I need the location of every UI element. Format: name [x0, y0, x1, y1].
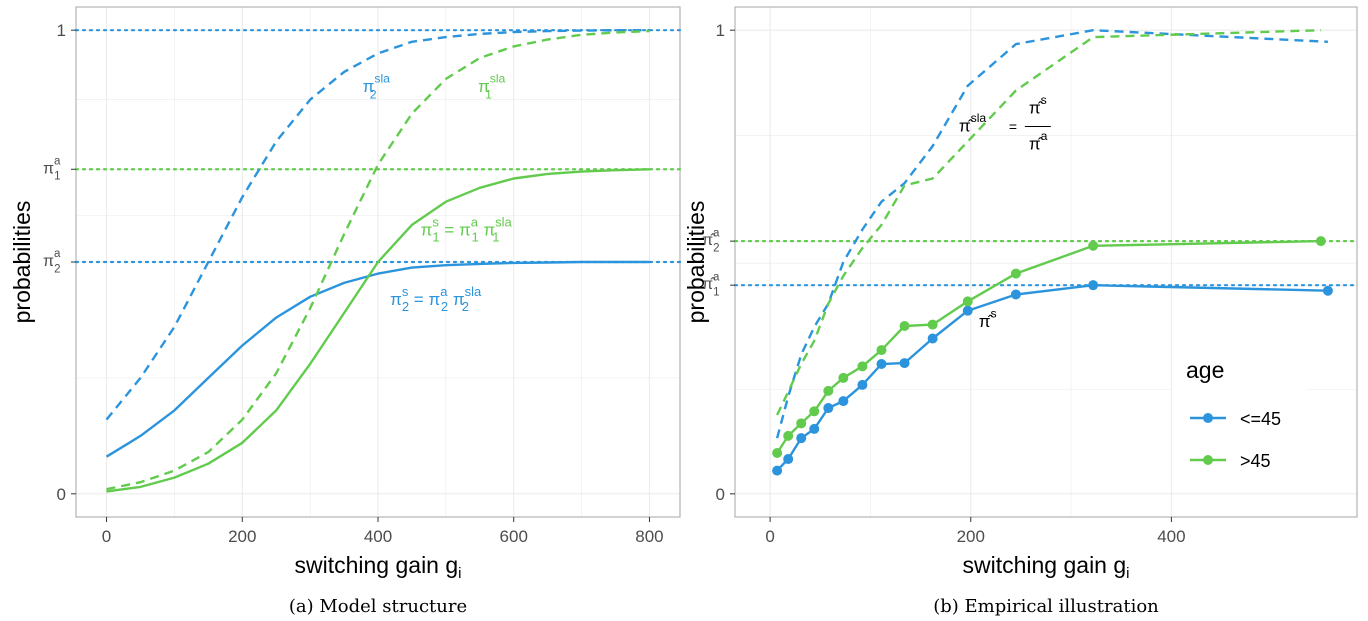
x-tick-label: 0 [765, 527, 774, 546]
figure-caption: (a) Model structure [289, 596, 467, 617]
x-tick-label: 400 [1157, 527, 1185, 546]
data-point [823, 385, 834, 396]
legend-background [1172, 343, 1306, 485]
data-point [927, 319, 938, 330]
series-line-blue-dashed [775, 29, 1328, 439]
y-tick-label: 0 [57, 485, 66, 504]
annotation-pi1-s-formula: πs 1 = πa 1 πsla 1 [421, 215, 513, 245]
svg-text:π̂a: π̂a [1029, 129, 1048, 153]
y-tick-label: 1 [716, 21, 725, 40]
data-point [1322, 285, 1333, 296]
svg-text:π̂a1: π̂a 1 [702, 271, 720, 298]
series-line-green-solid [106, 168, 650, 493]
fraction-equals: = [1009, 119, 1017, 135]
series-line-blue-dashed [105, 29, 650, 421]
x-tick-label: 800 [635, 527, 663, 546]
annotation-pi2-sla: πsla 2 [363, 71, 391, 101]
y-axis-title: probabilities [683, 201, 709, 324]
y-tick-label: 0 [716, 485, 725, 504]
svg-text:π̂s: π̂s [1029, 93, 1047, 117]
legend: age <=45 >45 [1172, 343, 1306, 485]
legend-key-point [1203, 455, 1213, 465]
fraction-lhs: π̂sla [959, 111, 987, 135]
data-point [823, 403, 834, 414]
data-point [962, 305, 973, 316]
fraction-numerator: π̂s [1029, 93, 1047, 117]
x-tick-label: 200 [957, 527, 985, 546]
data-point [962, 296, 973, 307]
y-tick-label: 1 [57, 21, 66, 40]
x-tick-label: 600 [500, 527, 528, 546]
data-point [809, 406, 820, 417]
y-tick-label-symbolic: π̂a 1 [702, 271, 720, 298]
annotation-sla-fraction: π̂sla = π̂s π̂a [959, 93, 1051, 154]
data-point [876, 345, 887, 356]
svg-text:π̂a2: π̂a 2 [702, 227, 720, 254]
fraction-denominator: π̂a [1029, 129, 1048, 153]
data-point [876, 359, 887, 369]
data-point [1088, 280, 1099, 291]
data-point [899, 358, 910, 369]
data-point [783, 430, 794, 441]
data-point [927, 333, 938, 344]
data-point [772, 448, 783, 459]
x-axis-title: switching gain gi [295, 552, 462, 582]
series-line-green-dashed [106, 29, 650, 491]
svg-text:π̂s: π̂s [979, 307, 997, 331]
series-line-green-dashed [776, 29, 1321, 416]
legend-label: >45 [1240, 451, 1271, 471]
annotation-pi1-sla: πsla 1 [478, 71, 506, 101]
figure-caption: (b) Empirical illustration [933, 596, 1159, 617]
panel-border [734, 6, 1358, 518]
legend-key-point [1203, 413, 1213, 423]
annotation-pi2-s-formula: πs 2 = πa 2 πsla 2 [390, 284, 482, 314]
chart-panel-a: 0 200 400 600 800 0 1 πa 1 πa 2 switching gain gi pr… [9, 6, 682, 617]
y-axis-title: probabilities [9, 201, 35, 324]
x-tick-label: 200 [228, 527, 256, 546]
x-tick-label: 400 [364, 527, 392, 546]
data-point [1315, 236, 1326, 247]
data-point [796, 433, 807, 444]
data-point [783, 454, 794, 465]
legend-title: age [1186, 357, 1224, 383]
y-tick-label-symbolic: πa 1 [43, 155, 61, 182]
y-tick-label-symbolic: π̂a 2 [702, 227, 720, 254]
svg-text:πa2: πa 2 [43, 248, 61, 275]
data-point [809, 423, 820, 434]
data-point [1088, 240, 1099, 251]
annotation-pi-s-hat: π̂s [979, 307, 997, 331]
data-point [772, 465, 783, 476]
series-line-blue-solid [105, 260, 650, 458]
chart-panel-b: 0 200 400 0 1 π̂a 2 π̂a 1 switching gain gi probab… [683, 6, 1359, 617]
data-point [1010, 289, 1021, 300]
data-point [838, 396, 849, 407]
legend-label: <=45 [1240, 409, 1281, 429]
data-point [838, 372, 849, 383]
data-point [1010, 268, 1021, 279]
data-point [796, 418, 807, 429]
svg-text:π̂sla: π̂sla [959, 111, 987, 135]
x-axis-title: switching gain gi [963, 552, 1130, 582]
data-point [857, 361, 868, 372]
svg-text:πa1: πa 1 [43, 155, 61, 182]
data-point [857, 379, 868, 390]
data-point [899, 320, 910, 331]
x-tick-label: 0 [102, 527, 111, 546]
y-tick-label-symbolic: πa 2 [43, 248, 61, 275]
